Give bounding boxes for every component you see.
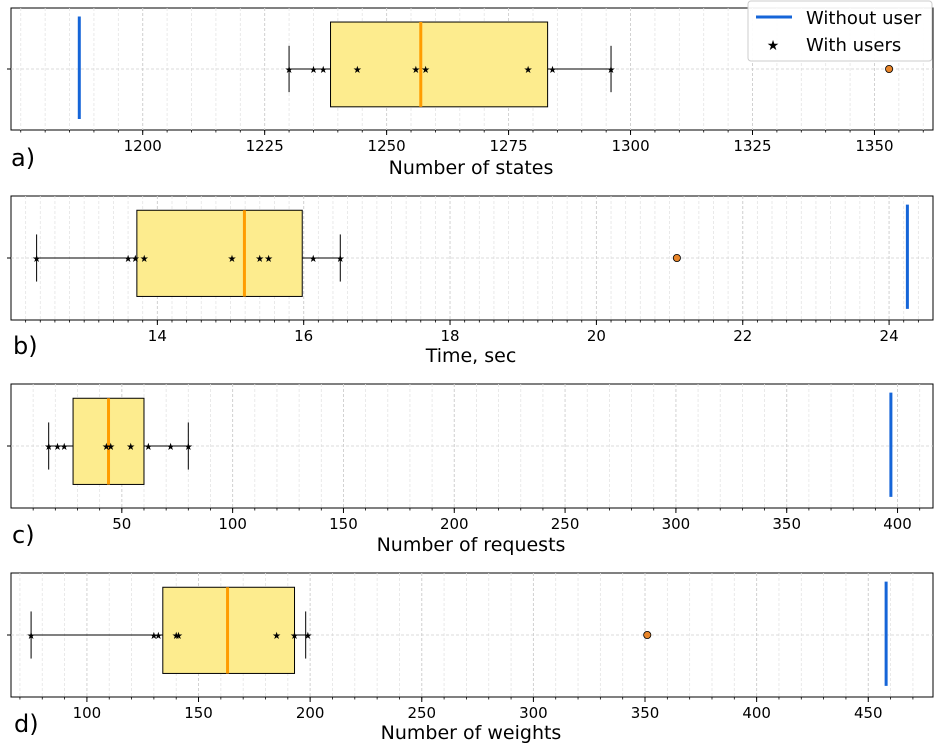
with-users-point: ★ — [309, 65, 318, 76]
x-tick-label: 300 — [519, 704, 548, 722]
with-users-point: ★ — [60, 442, 69, 453]
x-tick-label: 1250 — [368, 137, 406, 155]
x-tick-label: 1275 — [489, 137, 527, 155]
x-tick-label: 1200 — [124, 137, 162, 155]
with-users-point: ★ — [548, 65, 557, 76]
x-tick-label: 250 — [551, 515, 580, 533]
with-users-point: ★ — [32, 254, 41, 265]
data-marks: ★ ★★ ★★ ★ ★ ★ — [27, 581, 888, 686]
iqr-box — [136, 209, 303, 297]
x-tick-label: 100 — [218, 515, 247, 533]
x-tick-label: 22 — [733, 327, 752, 345]
with-users-point: ★ — [102, 442, 111, 453]
with-users-point: ★ — [285, 65, 294, 76]
x-tick-label: 1300 — [611, 137, 649, 155]
iqr-box — [330, 21, 549, 108]
panel-letter: c) — [12, 521, 35, 549]
with-users-point: ★ — [336, 254, 345, 265]
with-users-point: ★ — [255, 254, 264, 265]
data-marks: ★★★★★★★★★ — [77, 16, 894, 120]
x-tick-label: 1350 — [855, 137, 893, 155]
with-users-point: ★ — [126, 442, 135, 453]
with-users-point: ★ — [264, 254, 273, 265]
with-users-point: ★ — [124, 254, 133, 265]
x-tick-label: 24 — [880, 327, 899, 345]
with-users-point: ★ — [144, 442, 153, 453]
data-marks: ★★★★★★★★★ — [44, 392, 893, 497]
with-users-point: ★ — [44, 442, 53, 453]
with-users-point: ★ — [272, 631, 281, 642]
with-users-point: ★ — [309, 254, 318, 265]
x-tick-label: 18 — [441, 327, 460, 345]
x-axis-label: Number of states — [389, 157, 554, 179]
x-ticks: 50 100 150 200 250 300 350 400 — [7, 445, 921, 533]
legend-without-user-label: Without user — [806, 8, 922, 29]
x-tick-label: 400 — [742, 704, 771, 722]
legend-with-users-swatch: ★ — [767, 38, 780, 54]
with-users-point: ★ — [411, 65, 420, 76]
x-tick-label: 100 — [73, 704, 102, 722]
with-users-point: ★ — [228, 254, 237, 265]
x-ticks: 1200 1225 1250 1275 1300 1325 1350 — [7, 68, 924, 155]
with-users-point: ★ — [166, 442, 175, 453]
with-users-point: ★ — [27, 631, 36, 642]
x-tick-label: 400 — [883, 515, 912, 533]
with-users-point: ★ — [154, 631, 163, 642]
x-tick-label: 350 — [772, 515, 801, 533]
legend: Without user ★ With users — [747, 0, 933, 62]
panel-b: ★ ★★ ★ ★ ★ ★ ★ ★ 14 16 18 20 22 24 Time, sec b) — [7, 195, 934, 367]
outlier-point — [643, 631, 652, 640]
x-tick-label: 16 — [294, 327, 313, 345]
x-tick-label: 150 — [184, 704, 213, 722]
x-tick-label: 1325 — [733, 137, 771, 155]
x-tick-label: 50 — [112, 515, 131, 533]
with-users-point: ★ — [421, 65, 430, 76]
with-users-point: ★ — [290, 631, 299, 642]
outlier-point — [672, 253, 681, 262]
with-users-point: ★ — [106, 442, 115, 453]
with-users-point: ★ — [303, 631, 312, 642]
x-ticks: 14 16 18 20 22 24 — [7, 257, 919, 345]
panel-letter: b) — [13, 332, 38, 360]
with-users-point: ★ — [131, 254, 140, 265]
x-tick-label: 350 — [631, 704, 660, 722]
x-tick-label: 1225 — [246, 137, 284, 155]
with-users-point: ★ — [353, 65, 362, 76]
major-gridlines — [11, 384, 933, 508]
panel-letter: d) — [14, 710, 39, 738]
with-users-point: ★ — [174, 631, 183, 642]
x-tick-label: 14 — [148, 327, 167, 345]
with-users-point: ★ — [184, 442, 193, 453]
x-tick-label: 200 — [440, 515, 469, 533]
x-tick-label: 300 — [662, 515, 691, 533]
outlier-point — [885, 65, 894, 74]
x-axis-label: Number of weights — [381, 722, 562, 744]
with-users-point: ★ — [149, 631, 158, 642]
x-tick-label: 450 — [854, 704, 883, 722]
x-ticks: 100 150 200 250 300 350 400 450 — [7, 634, 914, 722]
x-tick-label: 150 — [329, 515, 358, 533]
with-users-point: ★ — [53, 442, 62, 453]
x-axis-label: Time, sec — [425, 345, 517, 367]
x-tick-label: 20 — [587, 327, 606, 345]
with-users-point: ★ — [524, 65, 533, 76]
x-tick-label: 200 — [296, 704, 325, 722]
data-marks: ★★★★★★★★★ — [32, 204, 909, 309]
panel-d: ★ ★★ ★★ ★ ★ ★ 100 150 200 250 300 350 400 450 Number… — [7, 572, 934, 744]
x-axis-label: Number of requests — [377, 534, 566, 556]
panel-letter: a) — [11, 144, 35, 172]
legend-frame — [747, 0, 933, 62]
with-users-point: ★ — [607, 65, 616, 76]
x-tick-label: 250 — [407, 704, 436, 722]
with-users-point: ★ — [319, 65, 328, 76]
panel-c: ★ ★★ ★★ ★ ★ ★ ★ 50 100 150 200 250 300 350 400 Number… — [7, 383, 934, 556]
legend-with-users-label: With users — [806, 35, 901, 56]
with-users-point: ★ — [172, 631, 181, 642]
with-users-point: ★ — [140, 254, 149, 265]
